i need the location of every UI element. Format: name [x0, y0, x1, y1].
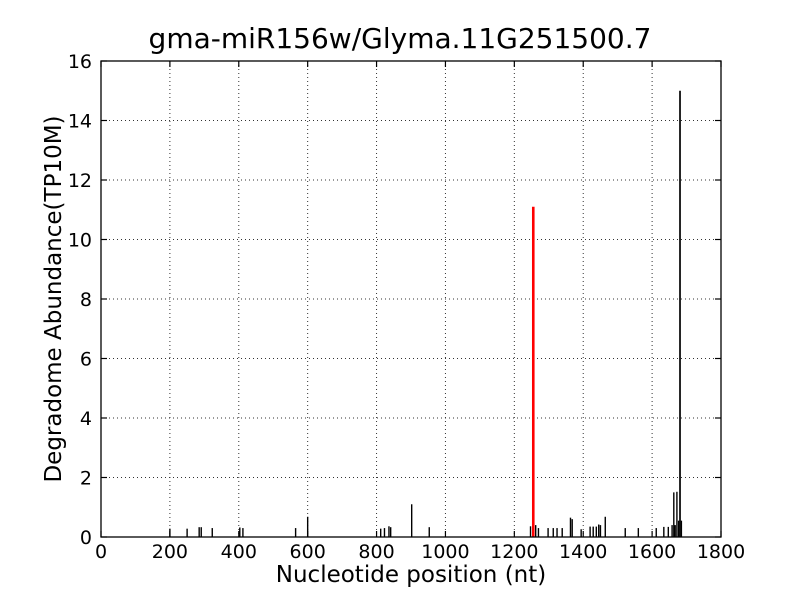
- y-tick-label: 8: [80, 289, 92, 311]
- x-axis-label: Nucleotide position (nt): [275, 562, 547, 588]
- x-tick-label: 1600: [628, 541, 676, 563]
- y-tick-label: 6: [80, 349, 92, 371]
- x-tick-label: 600: [290, 541, 326, 563]
- y-tick-label: 0: [80, 527, 92, 549]
- y-tick-label: 2: [80, 468, 92, 490]
- x-tick-label: 1800: [697, 541, 745, 563]
- x-tick-label: 1000: [421, 541, 469, 563]
- x-tick-label: 400: [221, 541, 257, 563]
- y-tick-label: 10: [68, 230, 92, 252]
- x-tick-label: 200: [152, 541, 188, 563]
- x-tick-label: 1400: [559, 541, 607, 563]
- y-tick-label: 12: [68, 170, 92, 192]
- y-axis-label: Degradome Abundance(TP10M): [41, 115, 67, 483]
- y-tick-label: 4: [80, 408, 92, 430]
- x-tick-label: 0: [95, 541, 107, 563]
- x-tick-label: 800: [358, 541, 394, 563]
- y-tick-label: 14: [68, 111, 92, 133]
- chart-title: gma-miR156w/Glyma.11G251500.7: [148, 22, 652, 55]
- x-tick-label: 1200: [490, 541, 538, 563]
- y-tick-label: 16: [68, 51, 92, 73]
